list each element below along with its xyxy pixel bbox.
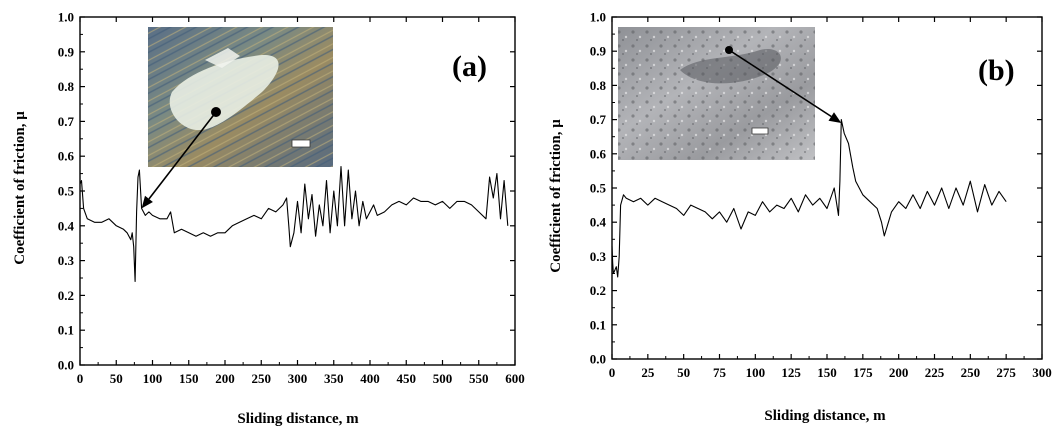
y-tick-label-a: 0.0 [58,358,74,373]
y-tick-label-a: 0.9 [58,44,75,59]
x-tick-label-b: 250 [961,365,981,380]
y-tick-label-a: 0.5 [58,184,75,199]
x-tick-label-b: 150 [817,365,837,380]
y-tick-label-a: 1.0 [58,10,74,25]
x-tick-label-a: 100 [143,371,163,386]
arrow-origin-dot-b [725,46,733,54]
inset-micrograph-a [148,27,333,167]
y-tick-label-a: 0.4 [58,218,75,233]
panel-b: 0.0 0.1 0.2 0.3 0.4 0.5 0.6 0.7 0.8 0.9 1.0 0 25 50 75… [548,10,1052,425]
annotation-b [725,46,842,123]
series-line-a [79,166,509,283]
x-tick-label-b: 225 [925,365,945,380]
y-tick-label-b: 0.6 [590,146,607,161]
x-tick-label-a: 0 [77,371,84,386]
y-tick-label-b: 0.8 [590,78,607,93]
x-tick-label-b: 75 [713,365,727,380]
y-tick-label-a: 0.7 [58,114,75,129]
y-tick-label-b: 0.5 [590,181,607,196]
x-tick-label-b: 300 [1032,365,1052,380]
x-axis-title-a: Sliding distance, m [237,411,359,427]
x-tick-label-b: 0 [609,365,616,380]
y-tick-label-a: 0.6 [58,149,75,164]
x-tick-label-a: 550 [469,371,489,386]
inset-micrograph-b [618,27,815,160]
x-tick-label-b: 200 [889,365,909,380]
x-tick-label-a: 400 [360,371,380,386]
x-tick-label-b: 100 [746,365,766,380]
y-axis-title-a: Coefficient of friction, μ [12,111,28,265]
x-tick-label-a: 450 [397,371,417,386]
x-tick-label-a: 50 [110,371,123,386]
y-tick-label-b: 0.2 [590,283,606,298]
y-tick-label-b: 0.9 [590,44,607,59]
panel-a: 0.0 0.1 0.2 0.3 0.4 0.5 0.6 0.7 0.8 0.9 1.0 0 50 100 1… [12,10,525,428]
x-tick-label-a: 300 [288,371,308,386]
y-tick-label-a: 0.1 [58,323,74,338]
x-tick-label-a: 600 [505,371,525,386]
x-axis-title-b: Sliding distance, m [764,408,886,424]
y-tick-label-b: 0.0 [590,352,606,367]
x-tick-label-b: 50 [677,365,690,380]
x-tick-label-b: 125 [781,365,801,380]
y-tick-label-b: 0.3 [590,249,607,264]
y-tick-label-b: 0.1 [590,317,606,332]
x-tick-label-b: 25 [641,365,655,380]
x-tick-label-a: 350 [324,371,344,386]
panel-label-a: (a) [452,50,487,83]
y-tick-label-a: 0.2 [58,288,74,303]
y-tick-label-a: 0.8 [58,79,75,94]
annotation-a [141,107,221,209]
y-axis-title-b: Coefficient of friction, μ [548,119,564,273]
x-tick-label-a: 200 [215,371,235,386]
plot-area-a: 0.0 0.1 0.2 0.3 0.4 0.5 0.6 0.7 0.8 0.9 1.0 0 50 100 1… [58,10,525,387]
arrow-origin-dot-a [211,107,221,117]
plot-area-b: 0.0 0.1 0.2 0.3 0.4 0.5 0.6 0.7 0.8 0.9 1.0 0 25 50 75… [590,10,1052,381]
panel-label-b: (b) [978,54,1015,87]
series-line-b [611,119,1007,278]
y-tick-label-b: 1.0 [590,10,606,25]
y-tick-label-b: 0.4 [590,215,607,230]
x-tick-label-a: 150 [179,371,199,386]
y-tick-label-a: 0.3 [58,253,75,268]
x-tick-label-b: 275 [996,365,1016,380]
x-tick-label-a: 250 [252,371,272,386]
x-tick-label-a: 500 [433,371,453,386]
y-tick-label-b: 0.7 [590,112,607,127]
x-tick-label-b: 175 [853,365,873,380]
